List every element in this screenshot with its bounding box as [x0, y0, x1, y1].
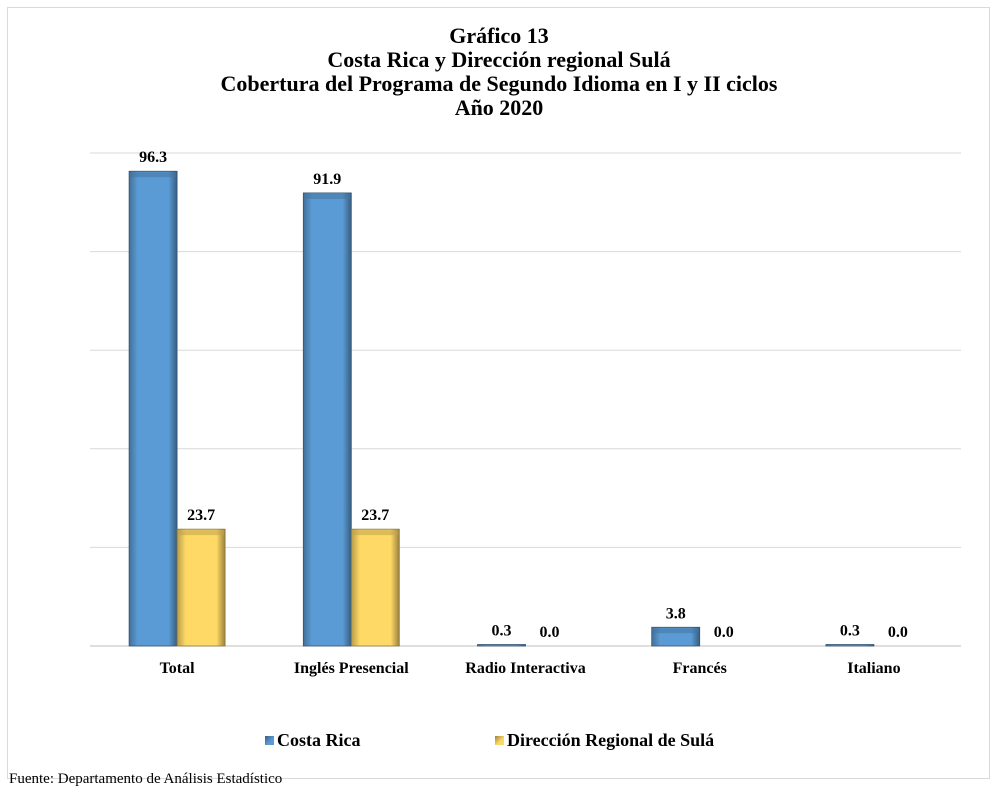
bar-top-bevel — [304, 193, 351, 199]
bar-costa-rica — [825, 644, 875, 647]
chart-title-line3: Cobertura del Programa de Segundo Idioma… — [220, 71, 778, 96]
x-tick-label: Total — [160, 660, 196, 677]
chart-title-line1: Gráfico 13 — [449, 23, 549, 48]
source-note: Fuente: Departamento de Análisis Estadís… — [9, 771, 283, 787]
data-label: 0.3 — [492, 623, 512, 640]
legend-item-direccion-regional: Dirección Regional de Sulá — [495, 730, 714, 751]
bar-top-bevel — [178, 530, 225, 536]
bar-costa-rica — [128, 170, 178, 647]
data-label: 23.7 — [187, 507, 215, 524]
data-label: 23.7 — [361, 507, 389, 524]
legend: Costa Rica Dirección Regional de Sulá — [0, 730, 998, 754]
bar-direccion-regional — [176, 528, 226, 647]
x-tick-label: Inglés Presencial — [294, 660, 409, 677]
chart-title-line4: Año 2020 — [454, 95, 544, 120]
chart-titles: Gráfico 13 Costa Rica y Dirección region… — [0, 24, 998, 120]
data-label: 0.0 — [714, 624, 734, 641]
legend-swatch-costa-rica — [265, 736, 274, 745]
bar-costa-rica — [302, 192, 352, 647]
bar-top-bevel — [352, 530, 399, 536]
legend-label-costa-rica: Costa Rica — [277, 730, 361, 750]
x-tick-label: Italiano — [847, 660, 900, 677]
legend-item-costa-rica: Costa Rica — [265, 730, 361, 751]
legend-label-direccion-regional: Dirección Regional de Sulá — [507, 730, 715, 750]
bar-direccion-regional — [350, 528, 400, 647]
data-label: 96.3 — [139, 149, 167, 166]
x-tick-label: Radio Interactiva — [465, 660, 585, 677]
legend-swatch-direccion-regional — [495, 736, 504, 745]
bar-costa-rica — [477, 644, 526, 647]
bar-top-bevel — [652, 628, 699, 634]
data-label: 0.3 — [840, 623, 860, 640]
data-label: 91.9 — [313, 171, 341, 188]
chart-title-line2: Costa Rica y Dirección regional Sulá — [327, 47, 671, 72]
bar-top-bevel — [130, 172, 177, 178]
data-label: 0.0 — [540, 624, 560, 641]
data-label: 3.8 — [666, 605, 686, 622]
x-tick-label: Francés — [673, 660, 727, 677]
data-label: 0.0 — [888, 624, 908, 641]
